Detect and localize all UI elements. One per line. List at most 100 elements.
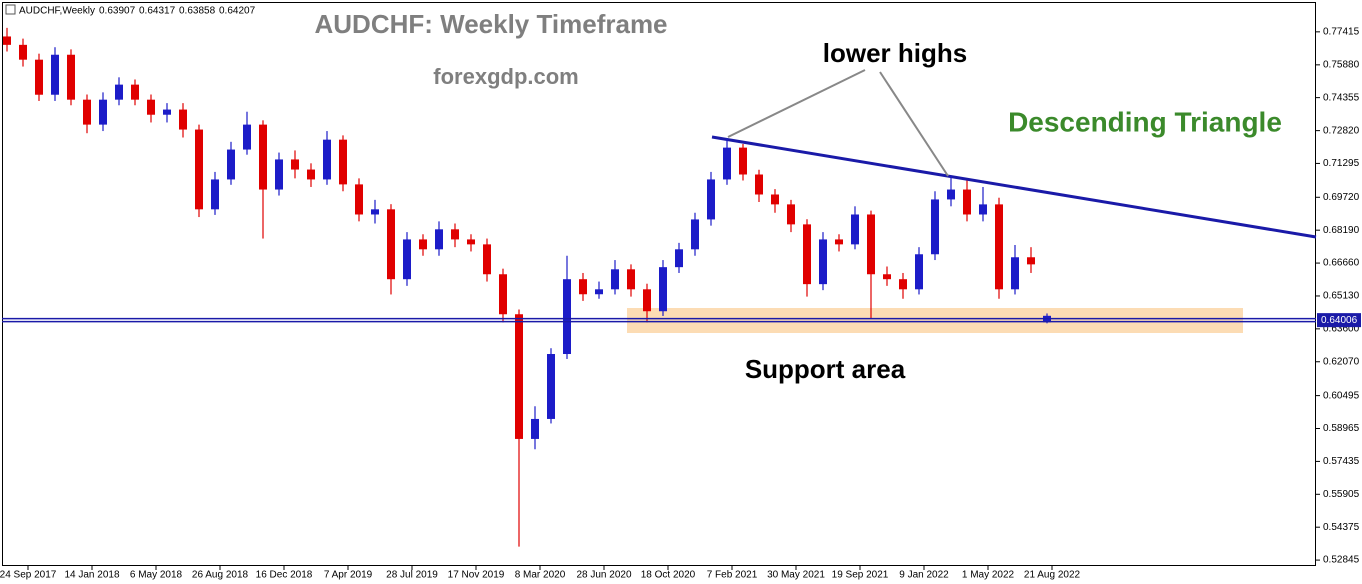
candle-body (947, 189, 955, 200)
annotation: Support area (745, 354, 906, 384)
x-tick-label: 28 Jul 2019 (386, 570, 438, 581)
candle-body (819, 239, 827, 285)
candle-body (467, 239, 475, 245)
support-zone (627, 308, 1243, 333)
candle-body (1027, 257, 1035, 265)
candle-body (835, 239, 843, 245)
candle-body (163, 109, 171, 115)
y-tick-label: 0.58965 (1323, 423, 1360, 434)
x-tick-label: 7 Feb 2021 (707, 570, 758, 581)
x-tick-label: 19 Sep 2021 (832, 570, 889, 581)
candle-body (691, 219, 699, 250)
candle-body (643, 289, 651, 312)
x-tick-label: 16 Dec 2018 (256, 570, 313, 581)
candle-body (995, 204, 1003, 290)
candle-body (563, 279, 571, 355)
x-tick-label: 30 May 2021 (767, 570, 825, 581)
candle-body (35, 59, 43, 95)
candle-body (307, 169, 315, 180)
candle-body (339, 139, 347, 185)
pointer-line (727, 69, 866, 138)
y-tick-label: 0.54375 (1323, 522, 1360, 533)
trend-line (711, 135, 1317, 239)
candle-body (723, 147, 731, 180)
candle-body (323, 139, 331, 180)
y-tick-label: 0.65130 (1323, 291, 1360, 302)
candle-body (227, 149, 235, 180)
header-high: 0.64317 (139, 6, 176, 17)
candle-body (803, 224, 811, 285)
y-tick-label: 0.77415 (1323, 26, 1360, 37)
candle-body (115, 84, 123, 100)
candle-body (547, 354, 555, 419)
candle-body (275, 159, 283, 190)
y-tick-label: 0.68190 (1323, 225, 1360, 236)
y-tick-label: 0.66660 (1323, 258, 1360, 269)
candle-body (403, 239, 411, 280)
candle-body (131, 84, 139, 100)
price-tag (1317, 313, 1361, 328)
x-tick-label: 17 Nov 2019 (448, 570, 505, 581)
candle-body (147, 99, 155, 115)
annotation: lower highs (823, 38, 967, 68)
candle-body (707, 179, 715, 220)
candle-body (291, 159, 299, 170)
candle-body (211, 179, 219, 210)
candle-body (531, 418, 539, 439)
y-tick-label: 0.52845 (1323, 555, 1360, 566)
y-tick-label: 0.71295 (1323, 158, 1360, 169)
candle-body (483, 244, 491, 275)
header-symbol: AUDCHF,Weekly (19, 6, 95, 17)
candle-body (755, 174, 763, 195)
candle-body (851, 214, 859, 245)
candle-body (915, 254, 923, 290)
candle-body (899, 279, 907, 290)
y-tick-label: 0.75880 (1323, 59, 1360, 70)
candles (3, 27, 1051, 547)
x-tick-label: 9 Jan 2022 (899, 570, 949, 581)
candle-body (515, 314, 523, 439)
candle-body (51, 54, 59, 95)
header-close: 0.64207 (219, 6, 256, 17)
y-tick-label: 0.63600 (1323, 323, 1360, 334)
candle-body (435, 229, 443, 250)
y-tick-label: 0.72820 (1323, 125, 1360, 136)
candle-body (19, 44, 27, 60)
y-tick-label: 0.74355 (1323, 92, 1360, 103)
candle-body (771, 194, 779, 205)
candle-body (499, 274, 507, 315)
chart-subtitle: forexgdp.com (433, 64, 578, 89)
candle-body (371, 209, 379, 215)
x-tick-label: 21 Aug 2022 (1024, 570, 1081, 581)
candle-body (979, 204, 987, 215)
x-tick-label: 18 Oct 2020 (641, 570, 696, 581)
header-open: 0.63907 (99, 6, 136, 17)
candle-body (867, 214, 875, 275)
candle-body (675, 249, 683, 268)
y-tick-label: 0.57435 (1323, 456, 1360, 467)
candle-body (355, 184, 363, 215)
y-tick-label: 0.55905 (1323, 489, 1360, 500)
candle-body (787, 204, 795, 225)
candle-body (243, 124, 251, 150)
plot-frame (2, 2, 1316, 566)
candle-body (931, 199, 939, 255)
candle-body (99, 99, 107, 125)
candle-body (83, 99, 91, 125)
symbol-icon (5, 4, 16, 15)
candle-body (3, 36, 11, 45)
x-tick-label: 7 Apr 2019 (324, 570, 373, 581)
candle-body (659, 267, 667, 312)
pointer-line (879, 71, 949, 177)
candle-body (611, 269, 619, 290)
chart-title: AUDCHF: Weekly Timeframe (314, 9, 667, 39)
candle-body (579, 279, 587, 295)
candle-body (1011, 257, 1019, 290)
header-low: 0.63858 (179, 6, 216, 17)
y-tick-label: 0.69720 (1323, 192, 1360, 203)
candle-body (67, 54, 75, 100)
annotation: Descending Triangle (1008, 106, 1282, 137)
candle-body (387, 209, 395, 280)
candle-body (419, 239, 427, 250)
